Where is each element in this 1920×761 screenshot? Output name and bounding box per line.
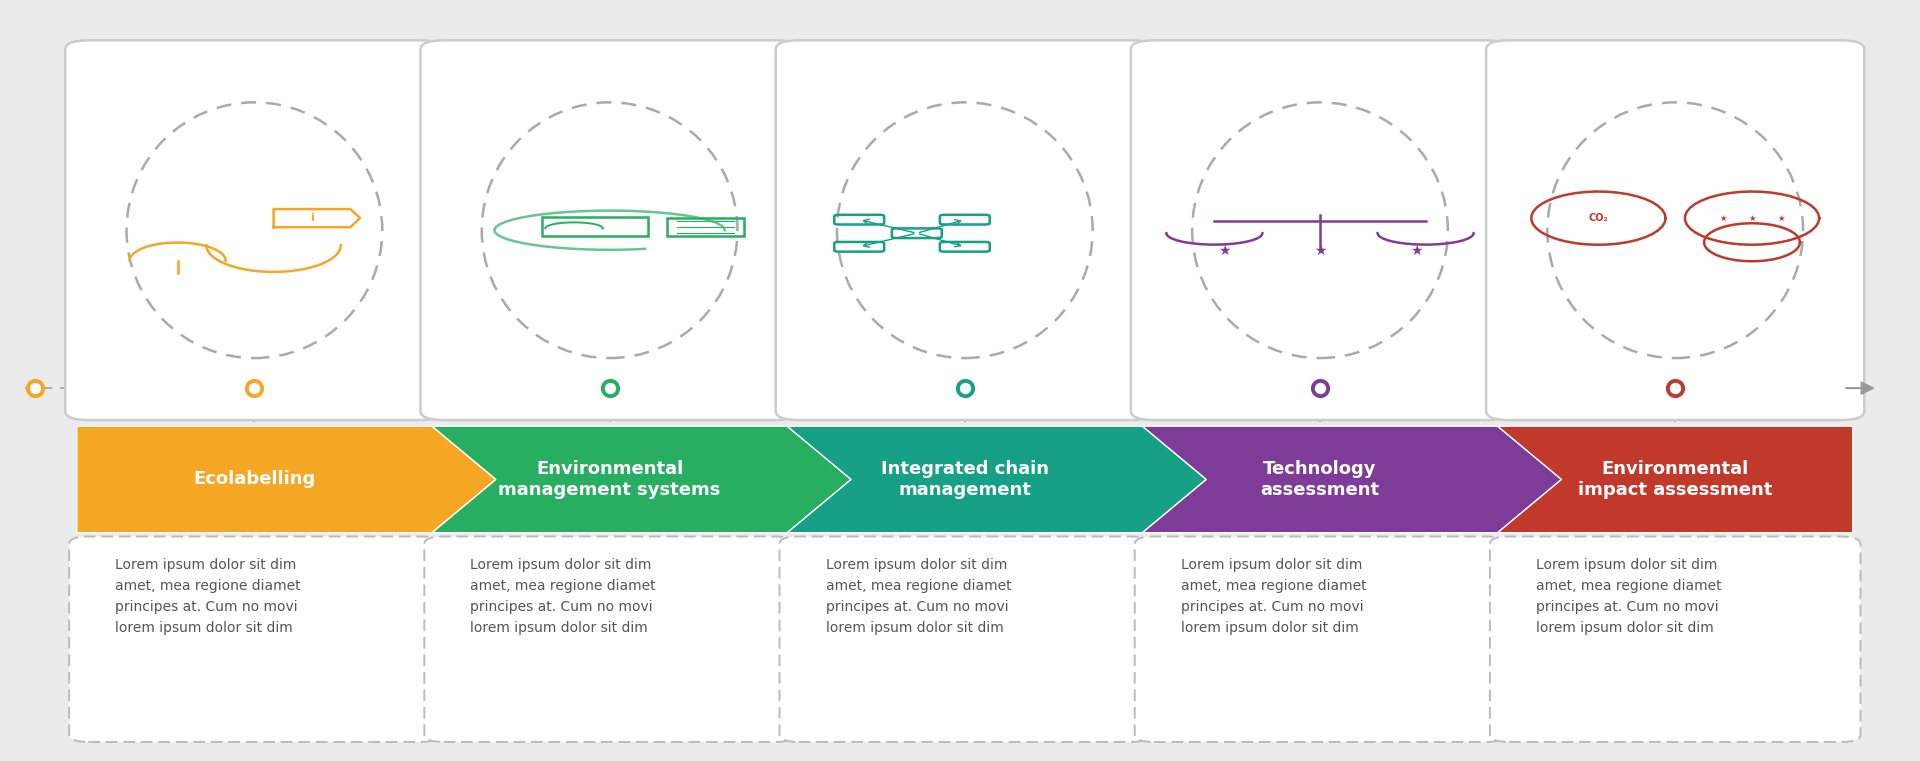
Text: ★: ★ xyxy=(1313,244,1327,258)
Text: Integrated chain
management: Integrated chain management xyxy=(881,460,1048,499)
FancyBboxPatch shape xyxy=(420,40,799,420)
Text: Technology
assessment: Technology assessment xyxy=(1260,460,1380,499)
Text: ★: ★ xyxy=(1409,244,1423,258)
Text: ★: ★ xyxy=(1749,214,1755,223)
Text: i: i xyxy=(311,213,313,223)
FancyBboxPatch shape xyxy=(1135,537,1505,742)
Text: ★: ★ xyxy=(1720,214,1726,223)
Polygon shape xyxy=(1142,426,1561,533)
Text: Lorem ipsum dolor sit dim
amet, mea regione diamet
principes at. Cum no movi
lor: Lorem ipsum dolor sit dim amet, mea regi… xyxy=(1181,558,1367,635)
Polygon shape xyxy=(1498,426,1853,533)
Text: Lorem ipsum dolor sit dim
amet, mea regione diamet
principes at. Cum no movi
lor: Lorem ipsum dolor sit dim amet, mea regi… xyxy=(470,558,657,635)
Text: Ecolabelling: Ecolabelling xyxy=(194,470,315,489)
FancyBboxPatch shape xyxy=(1131,40,1509,420)
Text: Lorem ipsum dolor sit dim
amet, mea regione diamet
principes at. Cum no movi
lor: Lorem ipsum dolor sit dim amet, mea regi… xyxy=(115,558,301,635)
FancyBboxPatch shape xyxy=(65,40,444,420)
FancyBboxPatch shape xyxy=(780,537,1150,742)
FancyBboxPatch shape xyxy=(1486,40,1864,420)
Text: Environmental
impact assessment: Environmental impact assessment xyxy=(1578,460,1772,499)
FancyBboxPatch shape xyxy=(69,537,440,742)
Text: Lorem ipsum dolor sit dim
amet, mea regione diamet
principes at. Cum no movi
lor: Lorem ipsum dolor sit dim amet, mea regi… xyxy=(1536,558,1722,635)
FancyBboxPatch shape xyxy=(776,40,1154,420)
Text: Lorem ipsum dolor sit dim
amet, mea regione diamet
principes at. Cum no movi
lor: Lorem ipsum dolor sit dim amet, mea regi… xyxy=(826,558,1012,635)
Text: CO₂: CO₂ xyxy=(1588,213,1609,223)
FancyBboxPatch shape xyxy=(1490,537,1860,742)
Text: Environmental
management systems: Environmental management systems xyxy=(499,460,720,499)
Polygon shape xyxy=(432,426,851,533)
FancyBboxPatch shape xyxy=(424,537,795,742)
Text: ★: ★ xyxy=(1778,214,1784,223)
Text: ★: ★ xyxy=(1217,244,1231,258)
Polygon shape xyxy=(787,426,1206,533)
Polygon shape xyxy=(77,426,495,533)
